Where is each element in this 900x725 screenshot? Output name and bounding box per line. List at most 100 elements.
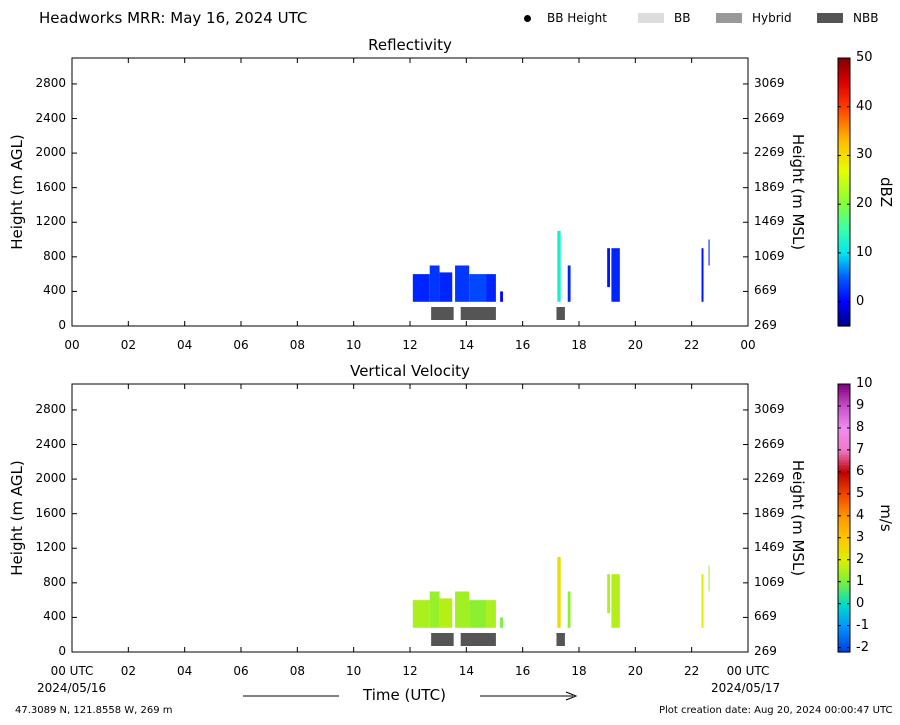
colorbar-segment — [838, 269, 850, 273]
colorbar-segment — [838, 153, 850, 157]
colorbar-segment — [838, 223, 850, 227]
colorbar-segment — [838, 245, 850, 249]
colorbar-segment — [838, 432, 850, 436]
y-tick-label-right: 1469 — [754, 540, 785, 555]
colorbar-segment — [838, 469, 850, 473]
x-tick-label: 14 — [458, 338, 474, 352]
x-tick-label: 00 — [740, 338, 756, 352]
colorbar-segment — [838, 311, 850, 315]
colorbar-segment — [838, 564, 850, 568]
reflectivity-title: Reflectivity — [368, 36, 452, 54]
colorbar-tick-label: 0 — [856, 293, 865, 309]
colorbar-segment — [838, 94, 850, 98]
colorbar-segment — [838, 104, 850, 108]
colorbar-segment — [838, 248, 850, 252]
colorbar-frame — [837, 57, 851, 327]
colorbar-segment — [838, 452, 850, 456]
colorbar-segment — [838, 595, 850, 599]
colorbar-segment — [838, 209, 850, 213]
colorbar-segment — [838, 128, 850, 132]
colorbar-segment — [838, 238, 850, 242]
colorbar-segment — [838, 304, 850, 308]
y-tick-label-left: 400 — [43, 283, 66, 298]
colorbar-segment — [838, 544, 850, 548]
colorbar-segment — [838, 627, 850, 631]
colorbar-segment — [838, 277, 850, 281]
colorbar-segment — [838, 518, 850, 522]
colorbar-segment — [838, 187, 850, 191]
colorbar-segment — [838, 396, 850, 400]
colorbar-segment — [838, 233, 850, 237]
colorbar-segment — [838, 170, 850, 174]
end-date: 2024/05/17 — [711, 681, 781, 695]
colorbar-segment — [838, 474, 850, 478]
colorbar-segment — [838, 182, 850, 186]
colorbar-tick-label: 4 — [856, 507, 865, 523]
colorbar-segment — [838, 483, 850, 487]
colorbar-segment — [838, 393, 850, 397]
echo-column — [439, 598, 453, 628]
colorbar-segment — [838, 620, 850, 624]
echo-column — [557, 556, 561, 628]
colorbar-tick-label: -1 — [856, 617, 869, 633]
colorbar-segment — [838, 552, 850, 556]
echo-column — [500, 291, 503, 302]
colorbar-segment — [838, 228, 850, 232]
colorbar-segment — [838, 464, 850, 468]
colorbar-tick-label: 0 — [856, 595, 865, 611]
colorbar-segment — [838, 184, 850, 188]
colorbar-segment — [838, 591, 850, 595]
colorbar-segment — [838, 605, 850, 609]
colorbar-segment — [838, 422, 850, 427]
y-tick-label-left: 1600 — [35, 505, 66, 520]
colorbar-segment — [838, 121, 850, 125]
y-tick-label-right: 2269 — [754, 145, 785, 160]
colorbar-segment — [838, 418, 850, 422]
bb-height-dot-icon — [524, 14, 531, 22]
colorbar-segment — [838, 87, 850, 91]
colorbar-segment — [838, 123, 850, 127]
colorbar-segment — [838, 391, 850, 395]
colorbar-segment — [838, 148, 850, 152]
colorbar-segment — [838, 67, 850, 71]
x-tick-label: 18 — [571, 664, 587, 678]
colorbar-segment — [838, 272, 850, 276]
echo-column — [412, 600, 430, 628]
colorbar-segment — [838, 313, 850, 317]
x-axis-label: Time (UTC) — [363, 686, 446, 704]
colorbar-segment — [838, 279, 850, 283]
colorbar-tick-label: 6 — [856, 463, 865, 479]
colorbar-segment — [838, 598, 850, 602]
footer-location: 47.3089 N, 121.8558 W, 269 m — [15, 705, 173, 716]
colorbar-segment — [838, 435, 850, 439]
echo-column — [611, 248, 620, 302]
colorbar-segment — [838, 216, 850, 220]
bb-type-bar — [460, 307, 496, 320]
colorbar-segment — [838, 505, 850, 509]
x-tick-label: 20 — [627, 664, 643, 678]
colorbar-segment — [838, 145, 850, 149]
y-tick-label-right: 3069 — [754, 75, 785, 90]
colorbar-segment — [838, 84, 850, 88]
colorbar-segment — [838, 410, 850, 414]
legend-label: NBB — [853, 11, 879, 25]
colorbar-segment — [838, 118, 850, 122]
y-tick-label-left: 1200 — [35, 214, 66, 229]
colorbar-segment — [838, 140, 850, 144]
colorbar-segment — [838, 384, 850, 388]
colorbar-segment — [838, 610, 850, 614]
colorbar-segment — [838, 82, 850, 86]
x-tick-label: 00 — [64, 338, 80, 352]
colorbar-segment — [838, 617, 850, 621]
colorbar-segment — [838, 284, 850, 288]
colorbar-segment — [838, 255, 850, 259]
echo-column — [455, 591, 470, 628]
legend-label: Hybrid — [752, 11, 792, 25]
colorbar-tick-label: 10 — [856, 376, 873, 391]
y-tick-label-left: 800 — [43, 248, 66, 263]
y-tick-label-left: 2800 — [35, 401, 66, 416]
colorbar-tick-label: 20 — [856, 196, 873, 212]
colorbar-segment — [838, 101, 850, 105]
colorbar-segment — [838, 613, 850, 617]
colorbar-segment — [838, 515, 850, 519]
